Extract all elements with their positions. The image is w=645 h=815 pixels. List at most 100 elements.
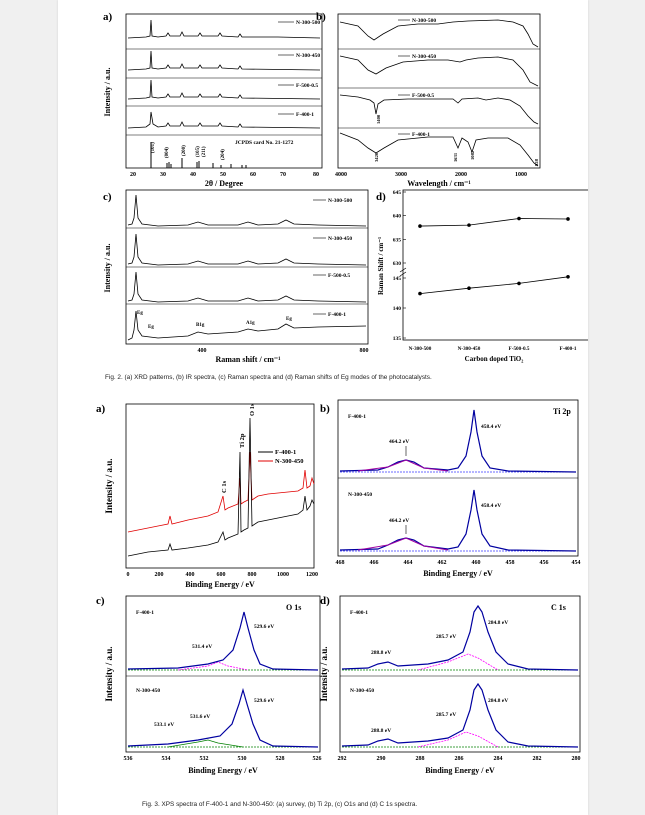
ir-curve-2	[339, 55, 539, 87]
ir-series-label: N-300-500	[412, 18, 436, 24]
o1s-x-tick: 526	[313, 756, 322, 762]
o1s-y-axis-title: Intensity / a.u.	[104, 646, 114, 701]
raman-shift-marks	[399, 216, 570, 296]
raman-shift-category: F-500-0.5	[509, 346, 530, 352]
xrd-curve-1	[127, 19, 321, 39]
xrd-x-tick: 30	[160, 172, 166, 178]
c1s-bottom-component	[417, 731, 499, 748]
raman-mode-label: Eg	[137, 311, 143, 316]
ti2p-x-tick: 466	[370, 560, 379, 566]
xrd-y-axis-title: Intensity / a.u.	[103, 68, 112, 117]
survey-y-axis-title: Intensity / a.u.	[104, 458, 114, 513]
ir-x-tick: 1000	[515, 172, 527, 178]
xrd-x-tick: 50	[220, 172, 226, 178]
o1s-bottom-fit	[127, 687, 319, 748]
survey-x-tick: 0	[127, 572, 130, 578]
xrd-series-label: F-500-0.5	[296, 83, 318, 89]
raman-mode-label: Eg	[148, 325, 154, 330]
ti2p-bottom-component	[357, 537, 449, 551]
raman-shift-data-point	[517, 216, 521, 221]
xrd-peak-label: (105)	[196, 146, 201, 157]
ti2p-sample-label: N-300-450	[348, 492, 372, 498]
raman-shift-y-axis-title: Raman Shift / cm⁻¹	[377, 237, 385, 295]
raman-shift-y-tick: 635	[393, 237, 402, 243]
raman-shift-y-tick: 645	[393, 190, 402, 196]
raman-shift-x-axis-title: Carbon doped TiO₂	[465, 355, 524, 363]
raman-shift-data-point	[566, 217, 570, 221]
figure-3: a) F-400-1 N-300-450 C 1s Ti 2p O 1s 0 2…	[96, 399, 581, 775]
raman-shift-data-point	[517, 281, 521, 286]
c1s-x-tick: 286	[455, 756, 464, 762]
c1s-x-tick: 280	[572, 756, 581, 762]
xrd-reference-sticks	[150, 142, 247, 168]
raman-shift-category: F-400-1	[560, 346, 577, 352]
raman-shift-y-tick: 140	[393, 306, 402, 312]
xrd-series-label: N-300-450	[296, 53, 320, 59]
c1s-sample-label: F-400-1	[350, 610, 368, 616]
raman-shift-series-line	[419, 218, 569, 227]
raman-shift-data-point	[418, 291, 422, 296]
c1s-x-tick: 288	[416, 756, 425, 762]
ir-band-label: 1631	[453, 152, 458, 162]
o1s-peak-label: 531.4 eV	[192, 644, 212, 650]
c1s-peak-label: 284.8 eV	[488, 620, 508, 626]
ti2p-x-tick: 458	[506, 560, 515, 566]
xrd-series-label: N-300-500	[296, 20, 320, 26]
ir-x-tick: 2000	[455, 172, 467, 178]
fig3d-label: d)	[320, 595, 330, 607]
o1s-x-tick: 532	[200, 756, 209, 762]
raman-shift-category: N-300-450	[458, 346, 481, 352]
raman-x-tick: 400	[198, 348, 207, 354]
ir-series-label: F-400-1	[412, 132, 430, 138]
ir-band-label: 3420	[374, 152, 379, 162]
survey-x-tick: 200	[155, 572, 164, 578]
ir-band-label: 1082	[470, 150, 475, 160]
o1s-bottom-component	[167, 739, 244, 748]
raman-curve-2	[127, 233, 367, 266]
fig2a-label: a)	[103, 11, 113, 23]
ti2p-x-tick: 460	[472, 560, 481, 566]
raman-shift-category: N-300-500	[409, 346, 432, 352]
raman-y-axis-title: Intensity / a.u.	[103, 244, 112, 293]
ti2p-title: Ti 2p	[553, 407, 571, 416]
raman-mode-label: A1g	[246, 321, 255, 326]
raman-series-label: F-400-1	[328, 312, 346, 318]
ti2p-top-fit	[339, 409, 577, 473]
xrd-curve-2	[127, 50, 321, 71]
ti2p-x-tick: 462	[438, 560, 447, 566]
survey-x-tick: 1200	[306, 572, 318, 578]
fig3c-o1s-panel: c) O 1s F-400-1 531.4 eV 529.6 eV N-300-…	[96, 595, 322, 775]
fig3b-label: b)	[320, 403, 330, 415]
ti2p-peak-label: 464.2 eV	[389, 439, 409, 445]
fig2b-label: b)	[316, 11, 326, 23]
ir-series-label: N-300-450	[412, 54, 436, 60]
raman-series-label: N-300-500	[328, 198, 352, 204]
c1s-bottom-fit	[341, 682, 579, 748]
xrd-x-tick: 40	[190, 172, 196, 178]
o1s-sample-label: N-300-450	[136, 688, 160, 694]
xrd-curve-4	[127, 111, 321, 129]
raman-series-label: F-500-0.5	[328, 273, 350, 279]
raman-shift-y-tick: 630	[393, 261, 402, 267]
survey-x-tick: 600	[217, 572, 226, 578]
figure-2: a) (101) (004) (200) (105)	[103, 11, 588, 364]
xrd-x-tick: 20	[130, 172, 136, 178]
o1s-x-tick: 528	[276, 756, 285, 762]
c1s-x-tick: 284	[494, 756, 503, 762]
ir-curve-1	[339, 19, 539, 48]
raman-curve-4	[127, 310, 367, 341]
o1s-x-tick: 536	[124, 756, 133, 762]
paper-page: a) (101) (004) (200) (105)	[58, 0, 588, 815]
fig2c-label: c)	[103, 191, 112, 203]
xrd-peak-label: (004)	[165, 147, 170, 158]
figure-2-caption: Fig. 2. (a) XRD patterns, (b) IR spectra…	[105, 374, 432, 381]
o1s-title: O 1s	[286, 603, 301, 612]
ti2p-x-tick: 456	[540, 560, 549, 566]
ir-curve-3	[339, 94, 539, 125]
survey-legend-label: F-400-1	[275, 449, 296, 456]
fig2b-ir-panel: b) N-300-500 N-300-450 F-500-0.5 F-400-1…	[316, 11, 541, 188]
o1s-top-component	[177, 661, 249, 671]
survey-peak-label: C 1s	[221, 480, 228, 493]
xrd-x-axis-title: 2θ / Degree	[205, 179, 244, 188]
fig3a-label: a)	[96, 403, 106, 415]
